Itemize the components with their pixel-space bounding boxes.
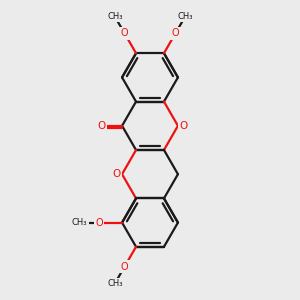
Text: O: O: [121, 262, 128, 272]
Text: O: O: [121, 28, 128, 38]
Text: O: O: [179, 121, 188, 131]
Text: CH₃: CH₃: [72, 218, 87, 227]
Text: O: O: [112, 169, 121, 179]
Text: CH₃: CH₃: [178, 12, 193, 21]
Text: CH₃: CH₃: [107, 279, 122, 288]
Text: O: O: [172, 28, 179, 38]
Text: CH₃: CH₃: [107, 12, 122, 21]
Text: O: O: [97, 121, 105, 131]
Text: O: O: [95, 218, 103, 228]
